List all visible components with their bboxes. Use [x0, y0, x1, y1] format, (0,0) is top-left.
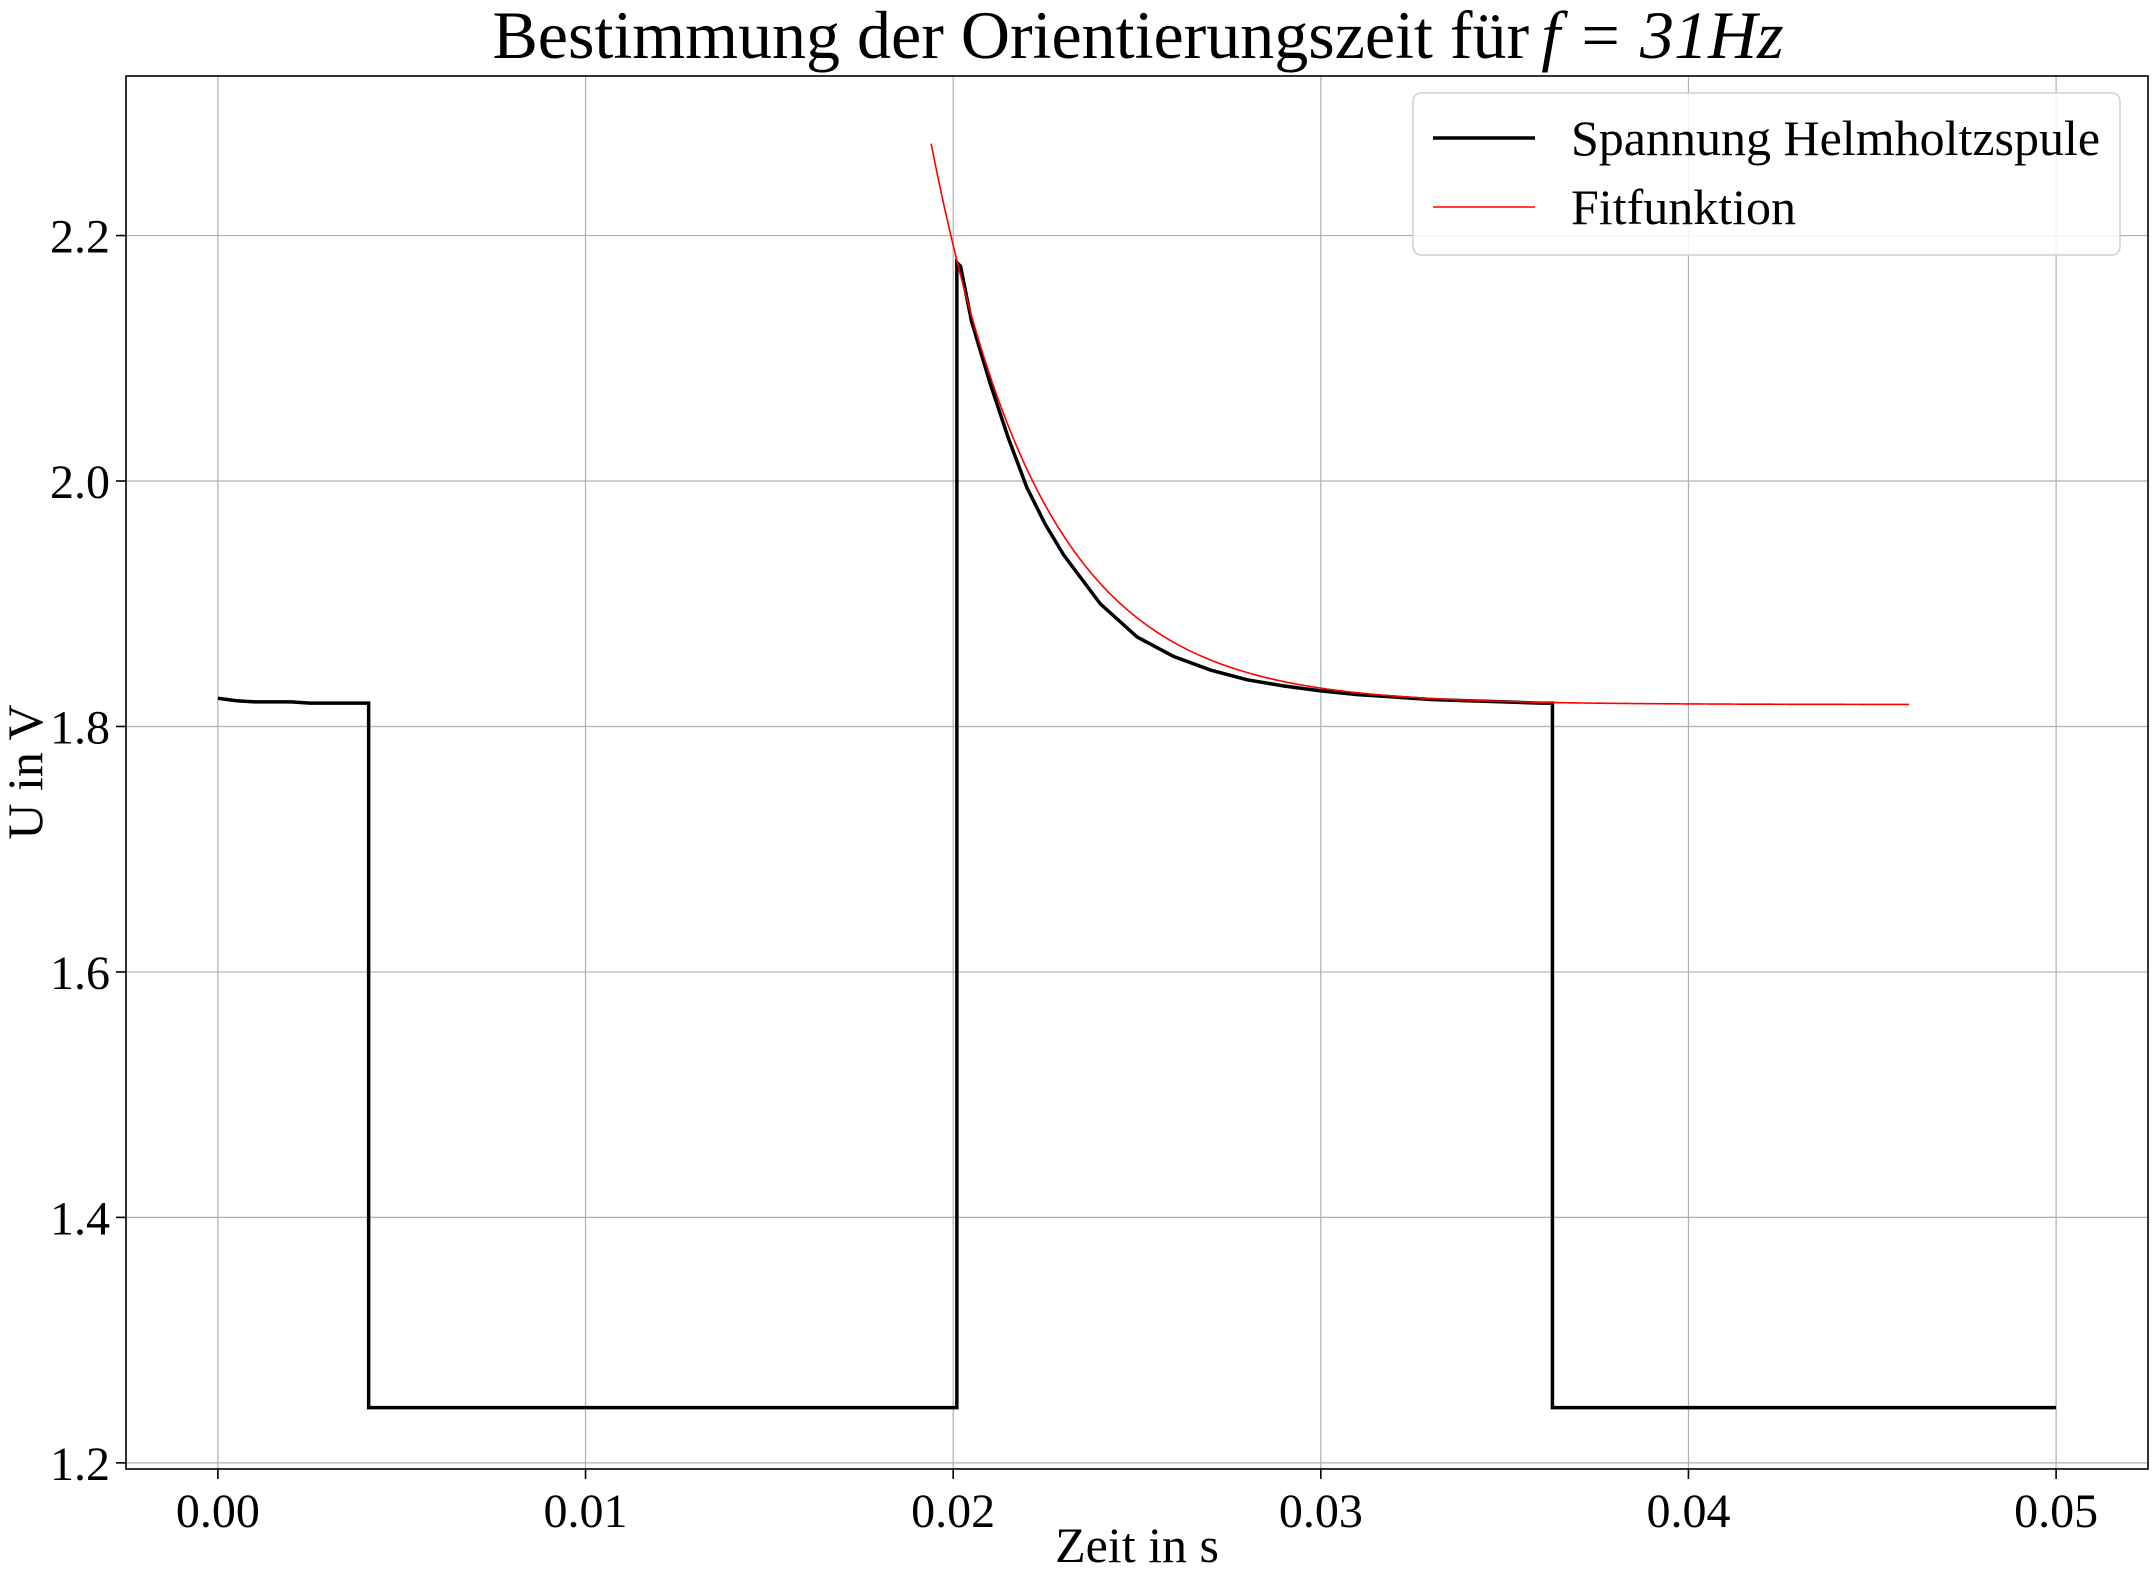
chart-title-math: f = 31Hz: [1541, 0, 1783, 73]
y-tick-label: 1.4: [50, 1192, 110, 1245]
y-axis-ticks: 1.2 1.4 1.6 1.8 2.0 2.2: [50, 211, 126, 1491]
grid: [126, 76, 2148, 1469]
x-axis-ticks: 0.00 0.01 0.02 0.03 0.04 0.05: [176, 1469, 2098, 1538]
legend-label-spannung: Spannung Helmholtzspule: [1571, 110, 2100, 166]
plot-lines: [217, 143, 2057, 1410]
x-tick-label: 0.00: [176, 1485, 260, 1538]
legend: Spannung Helmholtzspule Fitfunktion: [1412, 92, 2121, 256]
legend-box: [1412, 92, 2121, 256]
x-tick-label: 0.02: [911, 1485, 995, 1538]
series-line-fit: [930, 143, 1910, 706]
y-tick-label: 1.2: [50, 1438, 110, 1491]
y-tick-label: 2.0: [50, 456, 110, 509]
y-axis-label: U in V: [0, 704, 53, 839]
y-tick-label: 2.2: [50, 211, 110, 264]
x-tick-label: 0.05: [2014, 1485, 2098, 1538]
chart-title: Bestimmung der Orientierungszeit für f = …: [492, 0, 1783, 73]
chart-title-text: Bestimmung der Orientierungszeit für: [492, 0, 1529, 73]
legend-label-fit: Fitfunktion: [1571, 179, 1796, 235]
x-tick-label: 0.04: [1646, 1485, 1730, 1538]
y-tick-label: 1.8: [50, 701, 110, 754]
x-tick-label: 0.01: [544, 1485, 628, 1538]
x-axis-label: Zeit in s: [1055, 1517, 1219, 1573]
y-tick-label: 1.6: [50, 947, 110, 1000]
axes-frame: [125, 75, 2149, 1470]
x-tick-label: 0.03: [1279, 1485, 1363, 1538]
